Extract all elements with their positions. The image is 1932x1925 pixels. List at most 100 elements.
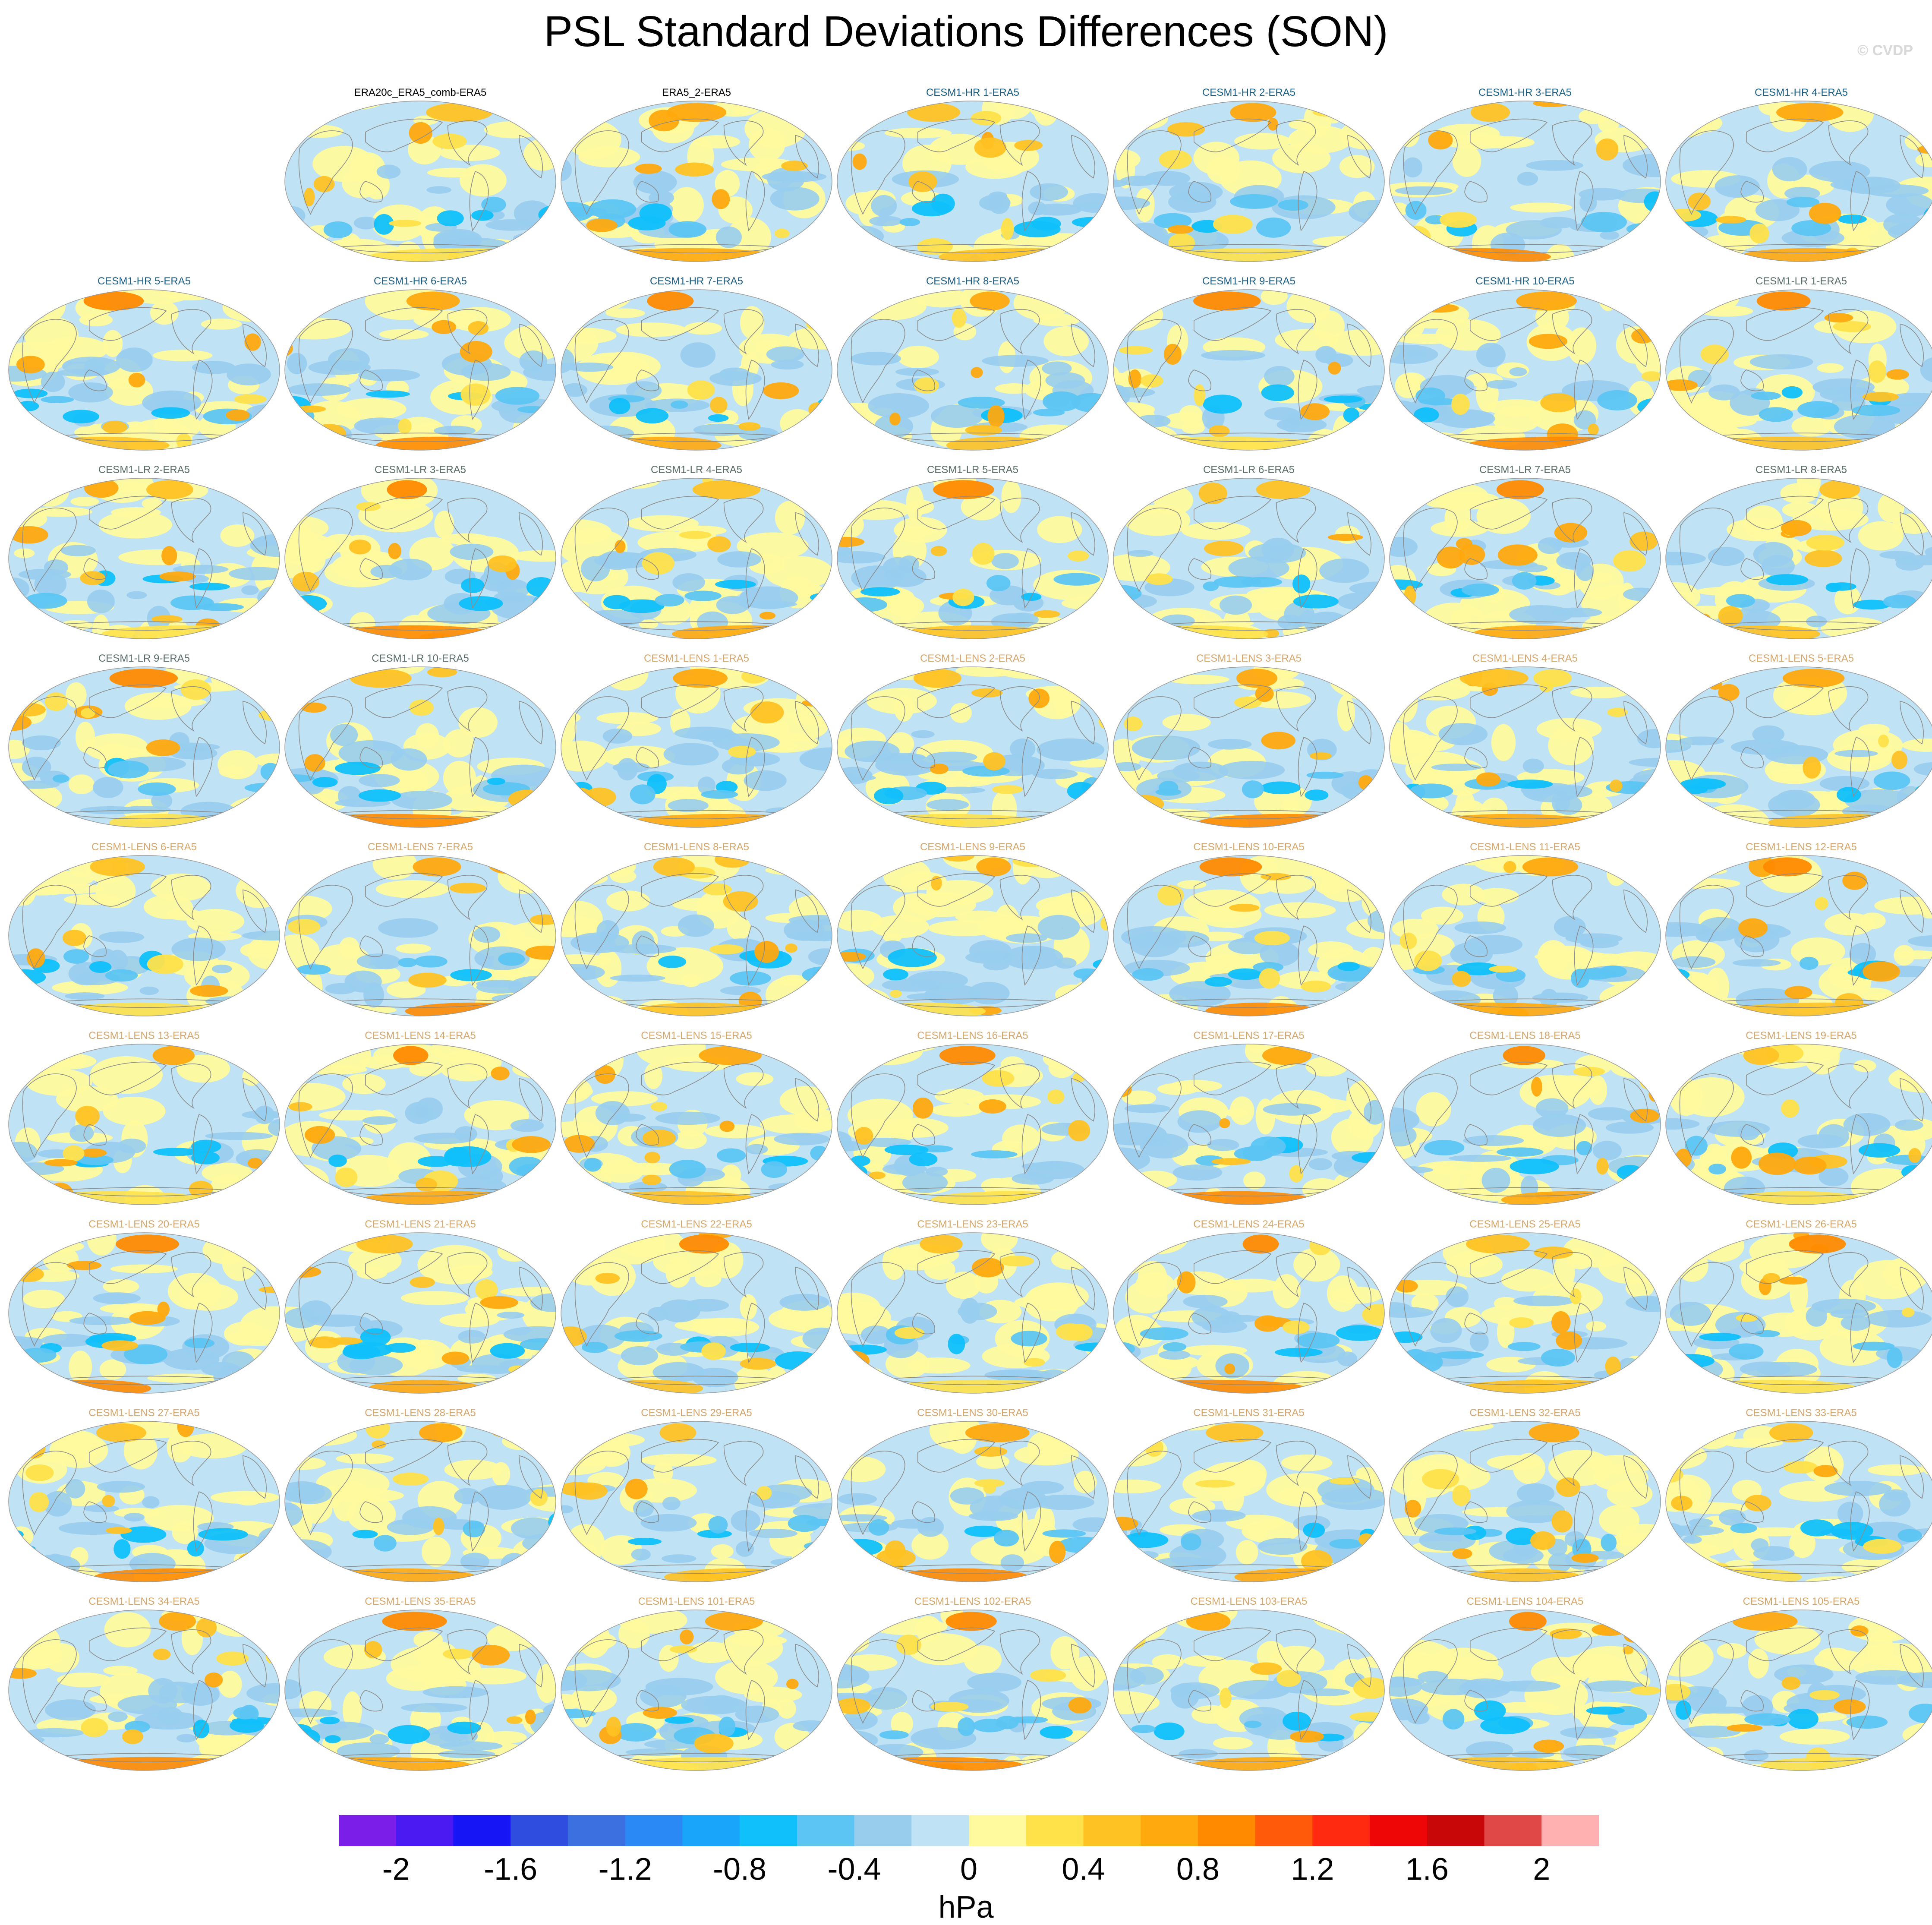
colorbar-box [1370, 1815, 1428, 1846]
panel-title: CESM1-LENS 16-ERA5 [917, 1030, 1028, 1041]
globe-map [837, 1232, 1109, 1394]
map-outline [837, 1044, 1109, 1205]
globe-map [1665, 478, 1932, 639]
panel-title: CESM1-LENS 14-ERA5 [365, 1030, 476, 1041]
map-outline [8, 666, 280, 828]
panel-title: CESM1-HR 6-ERA5 [373, 275, 467, 287]
psl-field [561, 1233, 832, 1393]
map-panel: CESM1-LENS 7-ERA5 [283, 841, 558, 1029]
psl-field [285, 478, 556, 639]
globe-map [1113, 666, 1385, 828]
colorbar-tick-label: 0.8 [1176, 1852, 1220, 1887]
globe-map [1113, 289, 1385, 451]
map-panel: CESM1-LENS 2-ERA5 [835, 652, 1110, 840]
map-panel: CESM1-LENS 5-ERA5 [1664, 652, 1932, 840]
map-panel: CESM1-LENS 18-ERA5 [1388, 1029, 1662, 1218]
coastlines [851, 684, 1095, 820]
panel-title: CESM1-LENS 23-ERA5 [917, 1218, 1028, 1230]
colorbar-box [1312, 1815, 1370, 1846]
coastlines [1403, 1061, 1648, 1197]
globe-map [8, 289, 280, 451]
coastlines [574, 495, 819, 631]
map-outline [1113, 1609, 1385, 1771]
globe-map [1665, 855, 1932, 1016]
globe-map [1389, 1044, 1661, 1205]
map-outline [284, 478, 556, 639]
map-panel: CESM1-LENS 17-ERA5 [1112, 1029, 1386, 1218]
map-panel: CESM1-LENS 28-ERA5 [283, 1407, 558, 1595]
map-outline [1389, 101, 1661, 262]
map-outline [1113, 1421, 1385, 1582]
coastlines [574, 1627, 819, 1763]
psl-field [1113, 1233, 1384, 1393]
psl-field [285, 1421, 556, 1582]
globe-map [1665, 1421, 1932, 1582]
coastlines [1679, 1061, 1924, 1197]
panel-title: CESM1-LR 9-ERA5 [98, 653, 190, 664]
map-outline [284, 1044, 556, 1205]
panel-title: CESM1-LENS 17-ERA5 [1193, 1030, 1305, 1041]
globe-map [1665, 666, 1932, 828]
psl-field [1113, 101, 1384, 262]
psl-field [1390, 1610, 1661, 1770]
map-outline [561, 1609, 832, 1771]
map-panel: CESM1-LENS 10-ERA5 [1112, 841, 1386, 1029]
colorbar-box [1083, 1815, 1141, 1846]
map-panel: CESM1-LENS 22-ERA5 [559, 1218, 834, 1406]
map-panel: CESM1-LENS 14-ERA5 [283, 1029, 558, 1218]
globe-map [284, 478, 556, 639]
map-panel: CESM1-HR 4-ERA5 [1664, 86, 1932, 275]
map-panel: CESM1-LENS 105-ERA5 [1664, 1595, 1932, 1783]
map-panel: CESM1-HR 3-ERA5 [1388, 86, 1662, 275]
psl-field [837, 478, 1108, 639]
map-outline [284, 289, 556, 451]
globe-map [284, 1421, 556, 1582]
coastlines [851, 307, 1095, 442]
globe-map [1389, 101, 1661, 262]
map-outline [284, 666, 556, 828]
map-panel: CESM1-LENS 1-ERA5 [559, 652, 834, 840]
globe-map [1113, 1232, 1385, 1394]
globe-map [1113, 1609, 1385, 1771]
map-panel: CESM1-LENS 23-ERA5 [835, 1218, 1110, 1406]
map-outline [837, 1421, 1109, 1582]
psl-field [1390, 478, 1661, 639]
psl-field [1390, 101, 1661, 262]
globe-map [1389, 1421, 1661, 1582]
map-outline [284, 1232, 556, 1394]
watermark: © CVDP [1857, 42, 1913, 59]
psl-field [285, 855, 556, 1016]
colorbar-tick-label: 0 [960, 1852, 978, 1887]
map-outline [1665, 478, 1932, 639]
panel-title: CESM1-LENS 102-ERA5 [914, 1596, 1031, 1607]
colorbar-box [339, 1815, 397, 1846]
map-outline [284, 1609, 556, 1771]
psl-field [561, 855, 832, 1016]
panel-title: ERA20c_ERA5_comb-ERA5 [354, 87, 487, 98]
map-panel: CESM1-HR 8-ERA5 [835, 275, 1110, 463]
map-panel: CESM1-LENS 25-ERA5 [1388, 1218, 1662, 1406]
map-outline [1665, 289, 1932, 451]
panel-title: CESM1-LR 3-ERA5 [374, 464, 466, 476]
panel-title: CESM1-HR 1-ERA5 [926, 87, 1020, 98]
coastlines [574, 1061, 819, 1197]
panel-title: CESM1-LENS 5-ERA5 [1748, 653, 1854, 664]
psl-field [285, 1610, 556, 1770]
map-outline [561, 101, 832, 262]
colorbar-tick-label: 0.4 [1062, 1852, 1105, 1887]
globe-map [284, 101, 556, 262]
map-outline [837, 666, 1109, 828]
psl-field [1113, 1421, 1384, 1582]
colorbar-tick-label: 1.2 [1291, 1852, 1334, 1887]
globe-map [1113, 101, 1385, 262]
map-outline [1113, 101, 1385, 262]
map-panel: CESM1-LENS 8-ERA5 [559, 841, 834, 1029]
map-outline [1113, 666, 1385, 828]
map-panel: CESM1-LENS 34-ERA5 [7, 1595, 281, 1783]
globe-map [8, 666, 280, 828]
panel-title: CESM1-LENS 103-ERA5 [1190, 1596, 1308, 1607]
psl-field [1390, 855, 1661, 1016]
psl-field [1666, 667, 1932, 827]
map-outline [1665, 855, 1932, 1016]
globe-map [1389, 1609, 1661, 1771]
